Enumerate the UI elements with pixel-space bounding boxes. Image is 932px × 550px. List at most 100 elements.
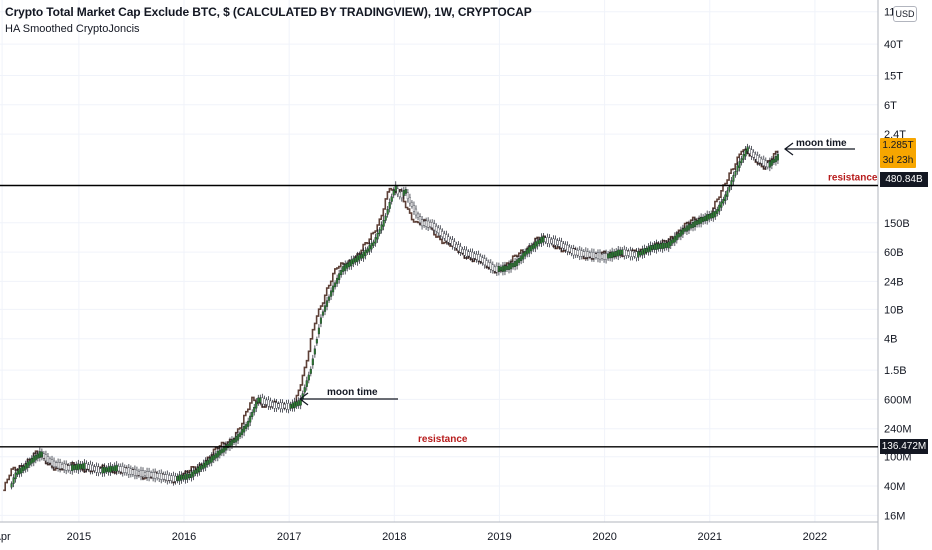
ha-candle-body [443,233,446,239]
y-tick-label: 15T [884,70,903,82]
ha-candle-body [12,477,15,484]
ha-candle-body [243,426,246,433]
ha-candle-body [83,462,86,470]
ha-candle-body [184,473,187,480]
y-tick-label: 600M [884,394,912,406]
moon-arrow-head [299,392,309,406]
ha-candle-body [111,466,114,472]
ha-candle-body [449,238,452,244]
ha-candle-body [67,465,70,471]
ha-candle-body [109,465,112,473]
ha-candle-body [669,240,672,246]
ha-candle-body [425,220,428,227]
ha-candle-body [93,466,96,471]
ha-candle-body [441,231,444,237]
ha-candle-body [364,249,367,257]
ha-candle-body [372,241,375,246]
ha-candle-body [514,261,517,268]
ha-candle-body [532,244,535,250]
ha-candle-body [671,238,674,244]
ha-candle-body [481,257,484,263]
ha-candle-body [289,404,292,409]
ha-candle-body [752,152,755,158]
ha-candle-body [178,474,181,482]
ha-candle-body [202,462,205,469]
ha-candle-body [255,401,258,409]
ha-candle-body [475,254,478,260]
ha-candle-body [323,305,327,312]
ha-candle-body [287,403,290,410]
y-tick-label: 10B [884,304,904,316]
ha-candle-body [28,460,31,466]
ha-candle-body [473,253,476,259]
ha-candle-body [408,197,411,204]
ha-candle-body [698,218,701,225]
ha-candle-body [251,411,254,417]
ha-candle-body [433,223,436,231]
ha-candle-body [390,196,393,202]
ha-candle-body [613,251,616,257]
ha-candle-body [382,220,385,227]
ha-candle-body [57,461,60,469]
ha-candle-body [489,262,492,270]
ha-candle-body [691,221,695,228]
ha-candle-body [546,237,549,244]
ha-candle-body [756,155,759,162]
x-tick-label: 2018 [382,531,406,543]
ha-candle-body [708,214,711,220]
ha-candle-body [714,211,717,217]
ha-candle-body [230,439,234,446]
ha-candle-body [18,468,21,475]
ha-candle-body [338,273,341,280]
ha-candle-body [218,449,221,456]
ha-candle-body [317,327,320,335]
ha-candle-body [418,216,422,223]
ha-candle-body [362,251,365,259]
y-tick-label: 4B [884,334,897,346]
ha-candle-body [505,265,509,270]
ha-candle-body [170,475,173,481]
ha-candle-body [550,239,553,244]
ha-candle-body [107,466,110,473]
ha-candle-body [661,242,664,250]
ha-candle-body [61,464,64,469]
ha-candle-body [162,474,165,480]
ha-candle-body [24,463,27,470]
ha-candle-body [400,191,403,198]
ha-candle-body [220,448,223,454]
ha-candle-body [236,434,240,441]
ha-candle-body [423,221,426,226]
ha-candle-body [596,252,600,259]
ha-candle-body [176,475,179,481]
ha-candle-body [477,254,480,261]
ha-candle-body [380,224,383,231]
ha-candle-body [718,204,721,212]
ha-candle-body [762,159,765,166]
ha-candle-body [600,254,604,259]
ha-candle-body [495,265,498,273]
ha-candle-body [649,245,652,252]
chart-title: Crypto Total Market Cap Exclude BTC, $ (… [5,5,532,19]
ha-candle-body [590,251,593,259]
ha-candle-body [334,282,337,288]
ha-candle-body [141,470,145,477]
ha-candle-body [360,254,363,259]
ha-candle-body [311,358,314,366]
y-tick-label: 40T [884,39,903,51]
ha-candle-body [10,483,13,488]
ha-candle-body [716,209,719,214]
ha-candle-body [598,252,602,260]
ha-candle-body [342,266,345,272]
ha-candle-body [530,245,533,252]
ha-candle-body [712,211,715,219]
ha-candle-body [570,248,573,254]
ha-candle-body [639,251,642,256]
resistance-label: resistance [418,434,468,445]
ha-candle-body [518,258,521,263]
ha-candle-body [346,263,349,269]
ha-candle-body [774,155,777,163]
ha-candle-body [776,154,779,161]
ha-candle-body [562,243,565,249]
currency-selector[interactable]: USD [893,6,917,22]
